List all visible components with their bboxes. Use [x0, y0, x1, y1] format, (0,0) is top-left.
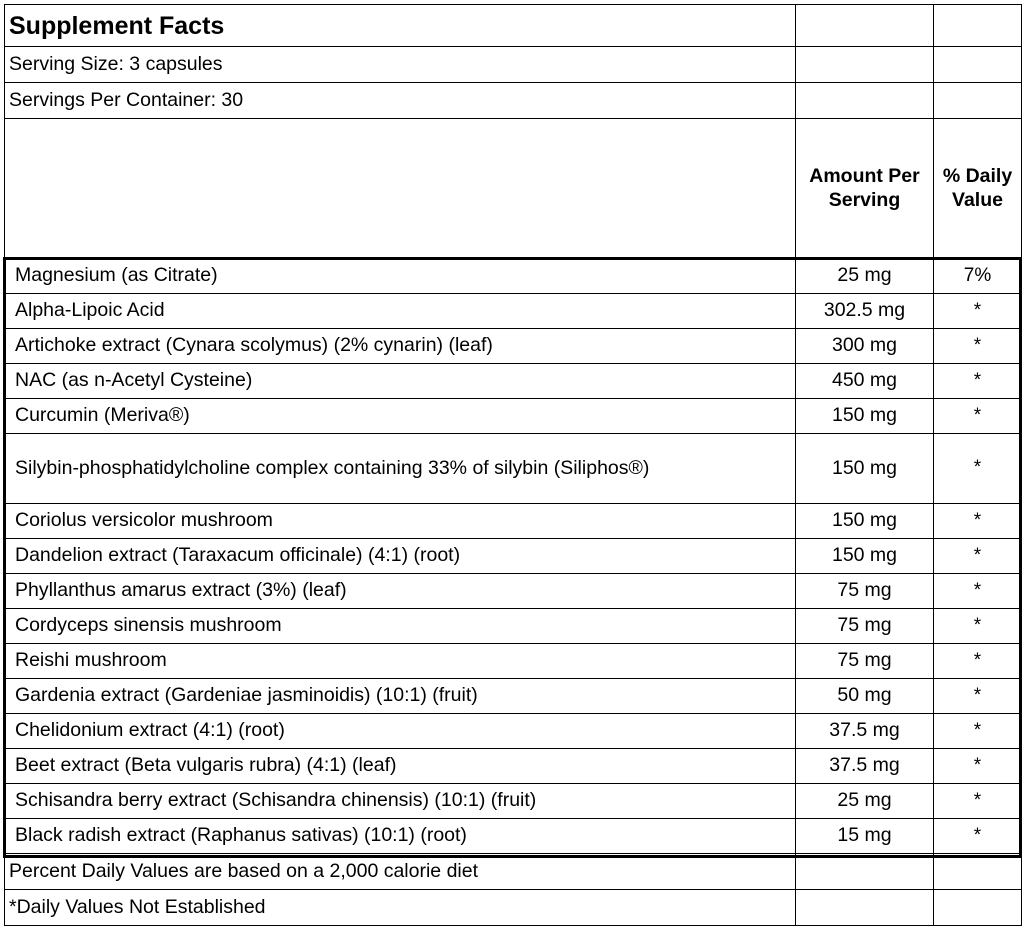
ingredient-row: Gardenia extract (Gardeniae jasminoidis)… — [4, 678, 1022, 714]
ingredient-daily-value: * — [933, 573, 1022, 609]
serving-size-row: Serving Size: 3 capsules — [4, 46, 1022, 83]
footnote: Percent Daily Values are based on a 2,00… — [4, 853, 796, 890]
ingredient-amount: 75 mg — [795, 608, 934, 644]
ingredient-name: Cordyceps sinensis mushroom — [4, 608, 796, 644]
ingredient-name: Schisandra berry extract (Schisandra chi… — [4, 783, 796, 819]
ingredient-name: Reishi mushroom — [4, 643, 796, 679]
ingredient-row: Curcumin (Meriva®) 150 mg * — [4, 398, 1022, 434]
ingredient-daily-value: * — [933, 643, 1022, 679]
ingredient-name: Dandelion extract (Taraxacum officinale)… — [4, 538, 796, 574]
ingredient-amount: 25 mg — [795, 258, 934, 294]
ingredient-daily-value: * — [933, 503, 1022, 539]
ingredient-amount: 150 mg — [795, 433, 934, 504]
ingredient-name: Alpha-Lipoic Acid — [4, 293, 796, 329]
ingredient-daily-value: * — [933, 678, 1022, 714]
ingredient-row: Beet extract (Beta vulgaris rubra) (4:1)… — [4, 748, 1022, 784]
ingredient-row: Phyllanthus amarus extract (3%) (leaf) 75… — [4, 573, 1022, 609]
ingredient-row: Alpha-Lipoic Acid 302.5 mg * — [4, 293, 1022, 329]
footnote-row: Percent Daily Values are based on a 2,00… — [4, 853, 1022, 890]
ingredient-daily-value: * — [933, 538, 1022, 574]
ingredient-row: Silybin-phosphatidylcholine complex cont… — [4, 433, 1022, 504]
ingredient-amount: 75 mg — [795, 643, 934, 679]
footnote: *Daily Values Not Established — [4, 889, 796, 926]
ingredient-amount: 302.5 mg — [795, 293, 934, 329]
title-row: Supplement Facts — [4, 4, 1022, 47]
amount-header: Amount Per Serving — [795, 118, 934, 259]
ingredient-daily-value: * — [933, 818, 1022, 854]
ingredient-amount: 15 mg — [795, 818, 934, 854]
ingredient-daily-value: * — [933, 713, 1022, 749]
ingredient-name: Silybin-phosphatidylcholine complex cont… — [4, 433, 796, 504]
ingredient-amount: 25 mg — [795, 783, 934, 819]
ingredient-row: Black radish extract (Raphanus sativas) … — [4, 818, 1022, 854]
ingredient-row: Dandelion extract (Taraxacum officinale)… — [4, 538, 1022, 574]
ingredient-row: Cordyceps sinensis mushroom 75 mg * — [4, 608, 1022, 644]
ingredient-row: Reishi mushroom 75 mg * — [4, 643, 1022, 679]
supplement-facts-table: Supplement Facts Serving Size: 3 capsule… — [4, 4, 1022, 926]
ingredient-daily-value: * — [933, 398, 1022, 434]
ingredient-row: Chelidonium extract (4:1) (root) 37.5 mg * — [4, 713, 1022, 749]
ingredient-amount: 75 mg — [795, 573, 934, 609]
ingredient-name: Chelidonium extract (4:1) (root) — [4, 713, 796, 749]
ingredient-name: Artichoke extract (Cynara scolymus) (2% … — [4, 328, 796, 364]
footnote-row: *Daily Values Not Established — [4, 889, 1022, 926]
ingredient-name: Black radish extract (Raphanus sativas) … — [4, 818, 796, 854]
ingredient-row: Artichoke extract (Cynara scolymus) (2% … — [4, 328, 1022, 364]
title: Supplement Facts — [4, 4, 796, 47]
serving-size: Serving Size: 3 capsules — [4, 46, 796, 83]
ingredient-amount: 50 mg — [795, 678, 934, 714]
ingredient-daily-value: * — [933, 433, 1022, 504]
ingredient-daily-value: * — [933, 608, 1022, 644]
ingredient-amount: 37.5 mg — [795, 713, 934, 749]
ingredient-daily-value: * — [933, 783, 1022, 819]
ingredient-name: Phyllanthus amarus extract (3%) (leaf) — [4, 573, 796, 609]
ingredient-row: Schisandra berry extract (Schisandra chi… — [4, 783, 1022, 819]
ingredient-amount: 150 mg — [795, 503, 934, 539]
daily-value-header: % Daily Value — [933, 118, 1022, 259]
ingredient-amount: 450 mg — [795, 363, 934, 399]
ingredient-name: NAC (as n-Acetyl Cysteine) — [4, 363, 796, 399]
ingredient-amount: 150 mg — [795, 538, 934, 574]
ingredient-daily-value: 7% — [933, 258, 1022, 294]
ingredient-amount: 300 mg — [795, 328, 934, 364]
ingredient-amount: 150 mg — [795, 398, 934, 434]
servings-per-container: Servings Per Container: 30 — [4, 82, 796, 119]
ingredient-daily-value: * — [933, 363, 1022, 399]
ingredient-name: Gardenia extract (Gardeniae jasminoidis)… — [4, 678, 796, 714]
ingredient-name: Magnesium (as Citrate) — [4, 258, 796, 294]
ingredient-daily-value: * — [933, 748, 1022, 784]
ingredient-name: Curcumin (Meriva®) — [4, 398, 796, 434]
column-header-row: Amount Per Serving % Daily Value — [4, 118, 1022, 259]
ingredient-daily-value: * — [933, 293, 1022, 329]
ingredient-daily-value: * — [933, 328, 1022, 364]
ingredient-row: Coriolus versicolor mushroom 150 mg * — [4, 503, 1022, 539]
servings-per-container-row: Servings Per Container: 30 — [4, 82, 1022, 119]
ingredient-row: NAC (as n-Acetyl Cysteine) 450 mg * — [4, 363, 1022, 399]
ingredient-row: Magnesium (as Citrate) 25 mg 7% — [4, 258, 1022, 294]
ingredient-amount: 37.5 mg — [795, 748, 934, 784]
ingredient-name: Beet extract (Beta vulgaris rubra) (4:1)… — [4, 748, 796, 784]
ingredient-name: Coriolus versicolor mushroom — [4, 503, 796, 539]
